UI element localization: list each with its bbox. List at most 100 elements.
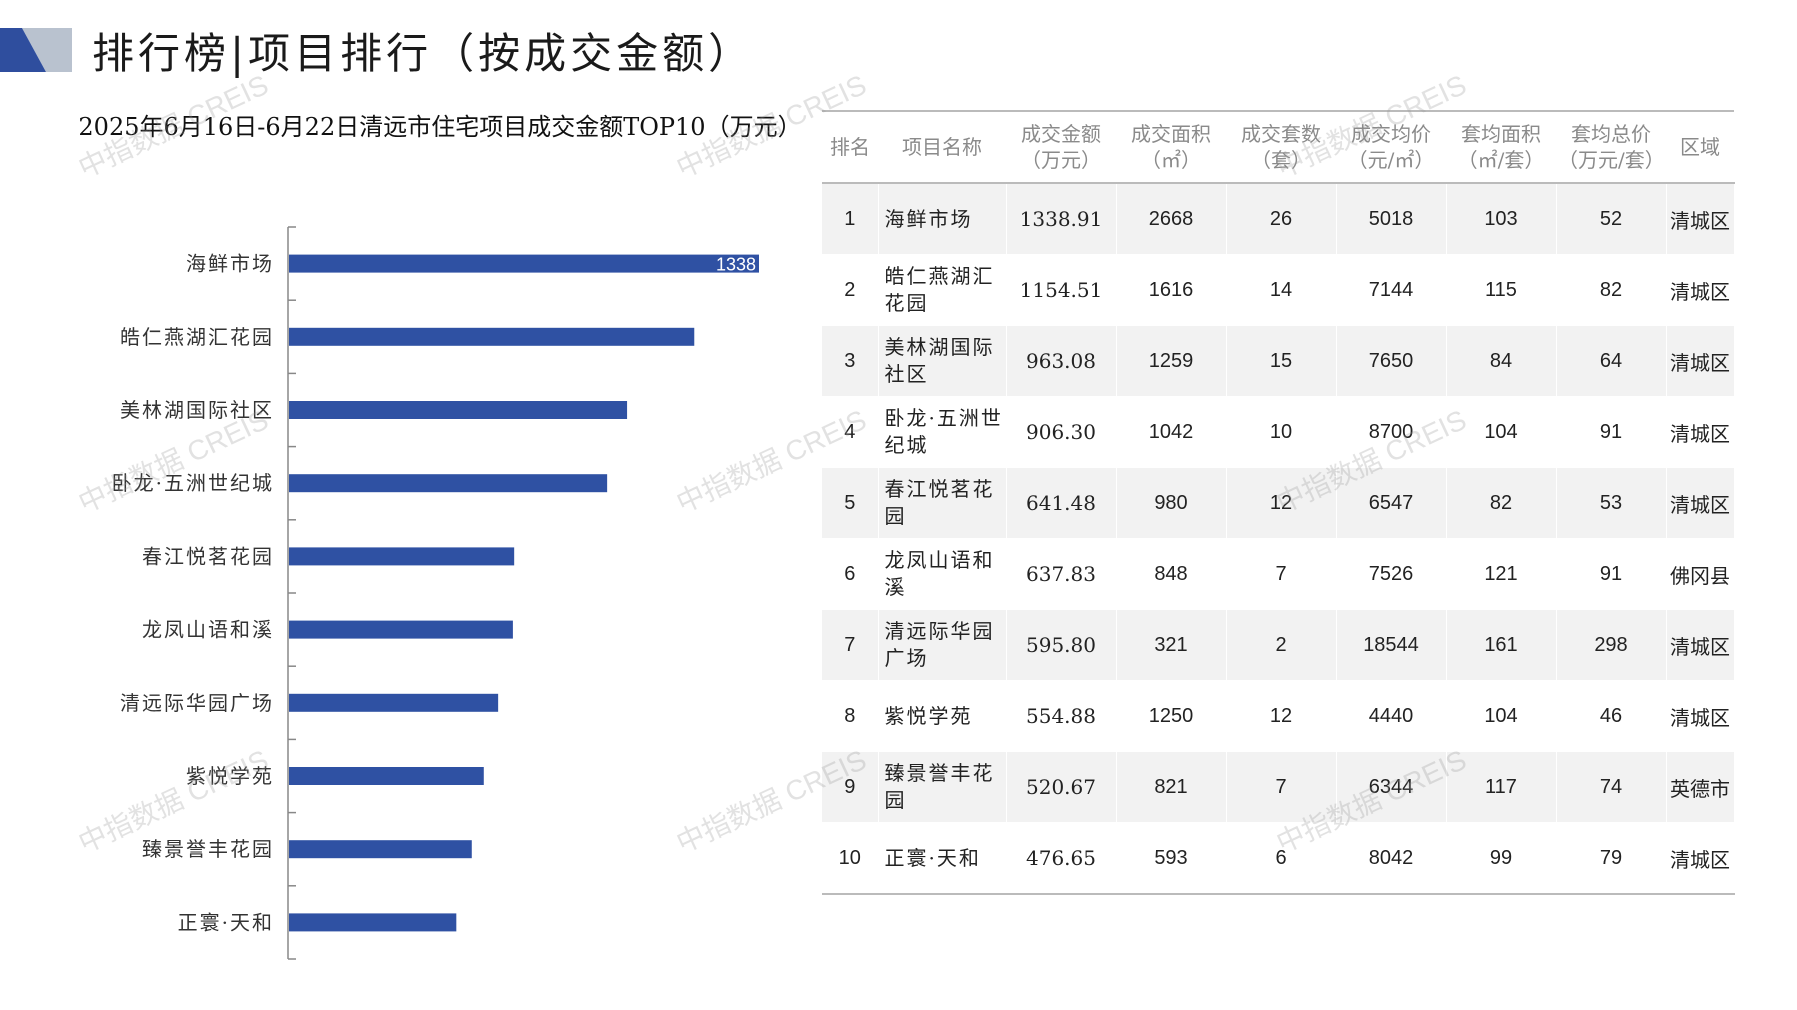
table-cell: 14 <box>1226 254 1337 326</box>
table-row: 4 卧龙·五洲世纪城 906.30 1042 10 8700 104 91 清城区 <box>822 396 1735 468</box>
category-label: 春江悦茗花园 <box>142 544 274 568</box>
header-text: （套） <box>1251 148 1311 172</box>
table-row: 8 紫悦学苑 554.88 1250 12 4440 104 46 清城区 <box>822 680 1735 752</box>
table-cell: 298 <box>1556 609 1667 681</box>
table-cell: 清城区 <box>1666 680 1735 752</box>
table-header-cell: 成交套数 （套） <box>1226 111 1336 183</box>
header-text: 套均总价 <box>1571 122 1651 146</box>
table-cell: 英德市 <box>1666 751 1735 823</box>
table-cell: 1154.51 <box>1006 254 1117 326</box>
project-name-cell: 龙凤山语和溪 <box>878 538 1007 610</box>
table-cell: 8 <box>822 680 879 752</box>
table-cell: 1259 <box>1116 325 1227 397</box>
header-text: （㎡/套） <box>1457 148 1545 172</box>
logo-icon <box>0 28 72 72</box>
category-label: 美林湖国际社区 <box>120 398 274 422</box>
category-label: 臻景誉丰花园 <box>142 837 274 861</box>
bar <box>289 693 499 712</box>
table-cell: 12 <box>1226 680 1337 752</box>
table-cell: 3 <box>822 325 879 397</box>
table-cell: 10 <box>1226 396 1337 468</box>
table-cell: 321 <box>1116 609 1227 681</box>
table-cell: 佛冈县 <box>1666 538 1735 610</box>
data-label: 1338 <box>716 255 756 275</box>
chart-title: 2025年6月16日-6月22日清远市住宅项目成交金额TOP10（万元） <box>78 113 802 141</box>
table-cell: 6344 <box>1336 751 1447 823</box>
project-name-cell: 皓仁燕湖汇花园 <box>878 254 1007 326</box>
bar <box>289 254 759 273</box>
header-text: （万元） <box>1021 148 1101 172</box>
table-cell: 641.48 <box>1006 467 1117 539</box>
table-cell: 清城区 <box>1666 396 1735 468</box>
table-cell: 980 <box>1116 467 1227 539</box>
ranking-table-wrap: 排名 项目名称 成交金额 （万元） 成交面积 （㎡） 成交套数 （套） 成交均价 （元/㎡） 套均面… <box>822 110 1735 895</box>
header-text: 成交套数 <box>1241 122 1321 146</box>
table-cell: 12 <box>1226 467 1337 539</box>
header-text: 区域 <box>1680 135 1720 159</box>
table-cell: 46 <box>1556 680 1667 752</box>
table-cell: 5018 <box>1336 183 1447 255</box>
header-text: （万元/套） <box>1558 148 1665 172</box>
project-name-cell: 清远际华园广场 <box>878 609 1007 681</box>
header-text: 套均面积 <box>1461 122 1541 146</box>
table-cell: 1 <box>822 183 879 255</box>
table-header-row: 排名 项目名称 成交金额 （万元） 成交面积 （㎡） 成交套数 （套） 成交均价 （元/㎡） 套均面… <box>822 111 1734 183</box>
project-name-cell: 正寰·天和 <box>878 822 1007 895</box>
bar <box>289 767 484 785</box>
table-row: 7 清远际华园广场 595.80 321 2 18544 161 298 清城区 <box>822 609 1735 681</box>
table-cell: 6547 <box>1336 467 1447 539</box>
table-cell: 2 <box>822 254 879 326</box>
page-title: 排行榜|项目排行（按成交金额） <box>92 29 755 78</box>
table-cell: 7526 <box>1336 538 1447 610</box>
bar <box>289 913 457 932</box>
table-cell: 4440 <box>1336 680 1447 752</box>
table-cell: 593 <box>1116 822 1227 895</box>
table-header-cell: 套均总价 （万元/套） <box>1556 111 1666 183</box>
header-text: 成交金额 <box>1021 122 1101 146</box>
table-row: 1 海鲜市场 1338.91 2668 26 5018 103 52 清城区 <box>822 183 1735 255</box>
table-cell: 10 <box>822 822 879 895</box>
table-cell: 52 <box>1556 183 1667 255</box>
table-cell: 82 <box>1556 254 1667 326</box>
table-cell: 554.88 <box>1006 680 1117 752</box>
category-label: 龙凤山语和溪 <box>142 618 274 642</box>
table-cell: 963.08 <box>1006 325 1117 397</box>
table-cell: 104 <box>1446 680 1557 752</box>
table-cell: 5 <box>822 467 879 539</box>
header-text: 项目名称 <box>902 135 982 159</box>
project-name-cell: 春江悦茗花园 <box>878 467 1007 539</box>
table-cell: 清城区 <box>1666 822 1735 895</box>
table-cell: 7650 <box>1336 325 1447 397</box>
header-text: （㎡） <box>1141 148 1201 172</box>
table-cell: 9 <box>822 751 879 823</box>
table-cell: 117 <box>1446 751 1557 823</box>
table-cell: 104 <box>1446 396 1557 468</box>
table-header-cell: 项目名称 <box>878 111 1006 183</box>
header: 排行榜|项目排行（按成交金额） <box>0 0 1797 80</box>
table-header-cell: 排名 <box>822 111 878 183</box>
table-cell: 15 <box>1226 325 1337 397</box>
category-label: 卧龙·五洲世纪城 <box>112 471 274 495</box>
bar <box>289 547 515 566</box>
category-label: 皓仁燕湖汇花园 <box>120 325 274 349</box>
table-cell: 103 <box>1446 183 1557 255</box>
table-cell: 18544 <box>1336 609 1447 681</box>
table-cell: 79 <box>1556 822 1667 895</box>
project-name-cell: 美林湖国际社区 <box>878 325 1007 397</box>
table-cell: 2 <box>1226 609 1337 681</box>
table-cell: 7 <box>822 609 879 681</box>
table-header-cell: 成交均价 （元/㎡） <box>1336 111 1446 183</box>
table-cell: 84 <box>1446 325 1557 397</box>
table-cell: 8042 <box>1336 822 1447 895</box>
table-cell: 8700 <box>1336 396 1447 468</box>
table-cell: 1042 <box>1116 396 1227 468</box>
category-label: 海鲜市场 <box>186 252 274 276</box>
table-row: 2 皓仁燕湖汇花园 1154.51 1616 14 7144 115 82 清城区 <box>822 254 1735 326</box>
bar <box>289 401 628 419</box>
table-cell: 7 <box>1226 751 1337 823</box>
table-cell: 1616 <box>1116 254 1227 326</box>
table-row: 3 美林湖国际社区 963.08 1259 15 7650 84 64 清城区 <box>822 325 1735 397</box>
table-cell: 7 <box>1226 538 1337 610</box>
table-row: 5 春江悦茗花园 641.48 980 12 6547 82 53 清城区 <box>822 467 1735 539</box>
table-cell: 595.80 <box>1006 609 1117 681</box>
